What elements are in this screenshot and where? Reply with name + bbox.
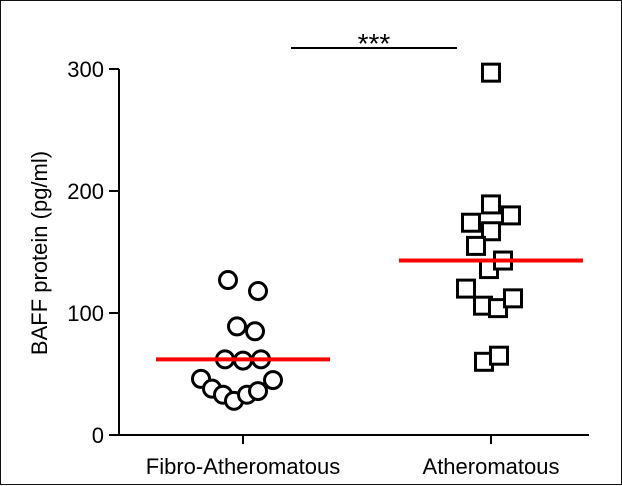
y-tick-label: 100 — [67, 301, 104, 326]
data-point-square — [466, 235, 486, 256]
y-tick-label: 0 — [92, 423, 104, 448]
data-point-square — [489, 345, 509, 366]
data-point-square — [456, 278, 476, 299]
y-tick-label: 300 — [67, 57, 104, 82]
data-point-square — [501, 205, 521, 226]
data-point-circle — [245, 321, 265, 342]
x-tick-label: Atheromatous — [423, 454, 560, 479]
data-point-circle — [248, 281, 268, 302]
data-marks — [156, 62, 583, 411]
data-point-square — [481, 194, 501, 215]
data-point-square — [481, 221, 501, 242]
y-tick-label: 200 — [67, 179, 104, 204]
data-point-circle — [263, 370, 283, 391]
data-point-circle — [227, 316, 247, 337]
data-point-square — [461, 212, 481, 233]
x-tick-label: Fibro-Atheromatous — [146, 454, 340, 479]
axes: 0 100 200 300 Fibro-Atheromatous Atheromatous — [67, 47, 589, 479]
data-point-square — [481, 62, 501, 83]
data-point-circle — [248, 381, 268, 402]
significance-label: *** — [358, 28, 391, 59]
data-point-square — [503, 288, 523, 309]
y-axis-label: BAFF protein (pg/ml) — [27, 151, 52, 355]
data-point-circle — [218, 270, 238, 291]
